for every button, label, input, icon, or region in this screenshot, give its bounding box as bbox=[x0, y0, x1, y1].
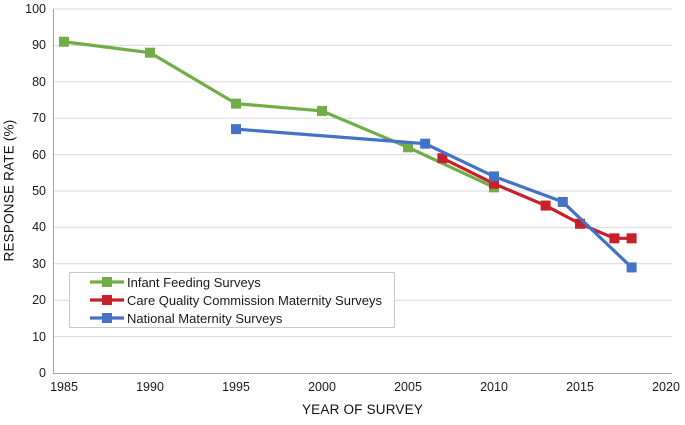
legend-item-national-maternity: National Maternity Surveys bbox=[90, 309, 394, 327]
x-axis-title: YEAR OF SURVEY bbox=[301, 402, 424, 417]
y-tick-label: 30 bbox=[32, 256, 46, 271]
data-point-marker bbox=[59, 36, 69, 47]
legend-item-infant-feeding: Infant Feeding Surveys bbox=[90, 273, 394, 291]
x-tick-label: 2000 bbox=[308, 380, 336, 394]
y-tick-label: 60 bbox=[32, 147, 46, 162]
data-point-marker bbox=[626, 233, 637, 244]
series-line-2 bbox=[235, 127, 633, 269]
x-tick-label: 2020 bbox=[652, 380, 680, 394]
data-point-marker bbox=[575, 218, 585, 229]
legend-swatch-icon bbox=[90, 277, 124, 287]
data-point-marker bbox=[231, 124, 241, 135]
series-line-0 bbox=[63, 40, 495, 189]
legend-swatch-icon bbox=[90, 295, 124, 305]
x-tick-label: 2010 bbox=[480, 380, 508, 394]
legend-item-cqc-maternity: Care Quality Commission Maternity Survey… bbox=[90, 291, 394, 309]
data-point-marker bbox=[231, 98, 241, 109]
x-tick-label: 1990 bbox=[136, 380, 164, 394]
data-point-marker bbox=[420, 138, 431, 149]
data-point-marker bbox=[317, 105, 327, 116]
y-axis-title: RESPONSE RATE (%) bbox=[1, 119, 17, 262]
data-point-marker bbox=[489, 178, 499, 189]
y-tick-label: 20 bbox=[32, 293, 46, 308]
data-point-marker bbox=[489, 171, 499, 182]
legend-label: National Maternity Surveys bbox=[127, 310, 283, 326]
x-tick-label: 2015 bbox=[566, 380, 594, 394]
data-point-marker bbox=[557, 196, 568, 207]
legend-swatch-icon bbox=[90, 313, 124, 323]
x-tick-label: 2005 bbox=[394, 380, 422, 394]
y-tick-label: 50 bbox=[32, 184, 46, 198]
data-point-marker bbox=[145, 47, 155, 58]
x-tick-label: 1995 bbox=[222, 380, 250, 394]
y-tick-label: 0 bbox=[39, 366, 46, 380]
data-point-marker bbox=[626, 262, 637, 273]
x-tick-label: 1985 bbox=[50, 380, 78, 394]
legend: Infant Feeding Surveys Care Quality Comm… bbox=[69, 272, 395, 328]
legend-label: Care Quality Commission Maternity Survey… bbox=[127, 292, 383, 308]
y-tick-label: 80 bbox=[32, 74, 46, 89]
y-tick-label: 100 bbox=[25, 2, 46, 16]
data-point-marker bbox=[437, 153, 448, 164]
data-point-marker bbox=[403, 142, 413, 153]
legend-label: Infant Feeding Surveys bbox=[127, 274, 261, 290]
y-tick-label: 70 bbox=[32, 111, 46, 126]
series-line-1 bbox=[441, 156, 632, 240]
y-tick-label: 90 bbox=[32, 38, 46, 53]
data-point-marker bbox=[540, 200, 551, 211]
y-tick-label: 40 bbox=[32, 220, 46, 235]
data-point-marker bbox=[609, 233, 620, 244]
y-tick-label: 10 bbox=[32, 329, 46, 344]
